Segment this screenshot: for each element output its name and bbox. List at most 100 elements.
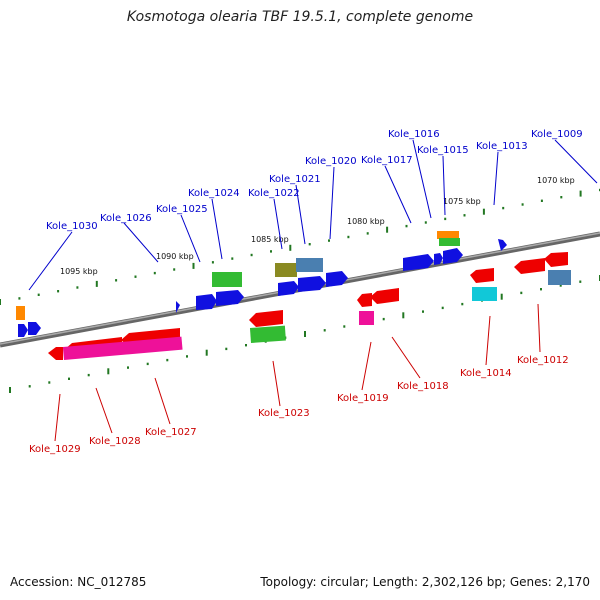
gene-block (514, 258, 545, 274)
gene-block (275, 263, 297, 277)
minor-tick (28, 385, 31, 388)
minor-tick (308, 243, 311, 246)
gene-block (278, 281, 299, 296)
gene-label: Kole_1009 (531, 129, 583, 140)
scale-label-1080: 1080 kbp (347, 217, 385, 226)
gene-block (249, 325, 286, 343)
major-tick (205, 349, 208, 356)
minor-tick (76, 286, 79, 289)
gene-block (472, 287, 497, 301)
major-tick (579, 190, 582, 197)
gene-label: Kole_1012 (517, 355, 569, 366)
minor-tick (211, 261, 214, 264)
major-tick (386, 226, 389, 233)
minor-tick (461, 302, 464, 306)
minor-tick (270, 250, 272, 253)
minor-tick (18, 297, 21, 300)
minor-tick (347, 235, 350, 239)
gene-block (249, 310, 283, 327)
gene-block (403, 254, 434, 271)
minor-tick (343, 325, 346, 328)
gene-block (28, 322, 41, 335)
gene-labels-lower: Kole_1012 Kole_1014 Kole_1018 Kole_1019 … (29, 355, 569, 455)
gene-block (548, 270, 571, 285)
minor-tick (57, 290, 60, 293)
gene-label: Kole_1023 (258, 408, 310, 419)
major-tick (304, 331, 306, 337)
gene-block (544, 252, 568, 267)
gene-label: Kole_1028 (89, 436, 141, 447)
minor-tick (245, 344, 247, 347)
major-tick (289, 244, 292, 251)
minor-tick (173, 268, 176, 271)
gene-label: Kole_1015 (417, 145, 469, 156)
gene-label: Kole_1013 (476, 141, 528, 152)
major-tick (482, 208, 485, 215)
minor-tick (559, 284, 562, 287)
gene-block (359, 311, 374, 325)
gene-block (298, 276, 326, 292)
gene-label: Kole_1029 (29, 444, 81, 455)
minor-tick (540, 288, 542, 291)
leader-lines-lower (54, 303, 541, 442)
minor-tick (37, 293, 40, 296)
gene-label: Kole_1016 (388, 129, 440, 140)
minor-tick (441, 306, 444, 310)
scale-labels: 1070 kbp 1075 kbp 1080 kbp 1085 kbp 1090… (60, 176, 575, 276)
gene-block (18, 324, 28, 337)
minor-tick (127, 366, 129, 369)
gene-block (434, 253, 443, 265)
minor-tick (250, 253, 253, 257)
scale-label-1085: 1085 kbp (251, 235, 289, 244)
minor-tick (231, 257, 234, 260)
minor-tick (424, 221, 427, 224)
scale-label-1095: 1095 kbp (60, 267, 98, 276)
gene-label: Kole_1021 (269, 174, 321, 185)
minor-tick (48, 381, 51, 384)
minor-tick (382, 317, 385, 321)
gene-block (437, 231, 459, 239)
gene-label: Kole_1025 (156, 204, 208, 215)
gene-labels-upper: Kole_1009 Kole_1013 Kole_1015 Kole_1016 … (46, 129, 583, 232)
gene-label: Kole_1022 (248, 188, 300, 199)
upper-genes (16, 231, 507, 337)
map-title: Kosmotoga olearia TBF 19.5.1, complete g… (126, 9, 474, 25)
gene-block (357, 293, 372, 307)
gene-block (48, 347, 63, 360)
minor-tick (323, 329, 326, 332)
minor-tick (134, 275, 137, 278)
gene-block (470, 268, 494, 283)
gene-block (62, 336, 183, 360)
minor-tick (68, 377, 70, 380)
minor-tick (444, 217, 447, 221)
minor-tick (166, 358, 169, 362)
minor-tick (502, 206, 505, 210)
leader-lines-upper (28, 139, 598, 291)
minor-tick (405, 224, 408, 228)
minor-tick (115, 279, 118, 282)
scale-label-1075: 1075 kbp (443, 197, 481, 206)
major-tick (402, 312, 405, 319)
gene-block (370, 288, 399, 304)
major-tick (107, 368, 110, 375)
minor-tick (146, 362, 149, 366)
gene-block (439, 238, 460, 246)
gene-block (443, 248, 463, 264)
major-tick (95, 280, 98, 287)
gene-block (216, 290, 244, 306)
gene-block (196, 294, 217, 310)
genome-summary-text: Topology: circular; Length: 2,302,126 bp… (260, 575, 590, 589)
gene-label: Kole_1030 (46, 221, 98, 232)
gene-block (498, 239, 507, 251)
major-tick (0, 299, 1, 305)
gene-label: Kole_1027 (145, 427, 197, 438)
gene-block (176, 301, 180, 313)
scale-label-1090: 1090 kbp (156, 252, 194, 261)
gene-label: Kole_1014 (460, 368, 512, 379)
minor-tick (328, 239, 330, 242)
minor-tick (540, 199, 543, 202)
scale-label-1070: 1070 kbp (537, 176, 575, 185)
gene-label: Kole_1019 (337, 393, 389, 404)
minor-tick (463, 214, 466, 217)
